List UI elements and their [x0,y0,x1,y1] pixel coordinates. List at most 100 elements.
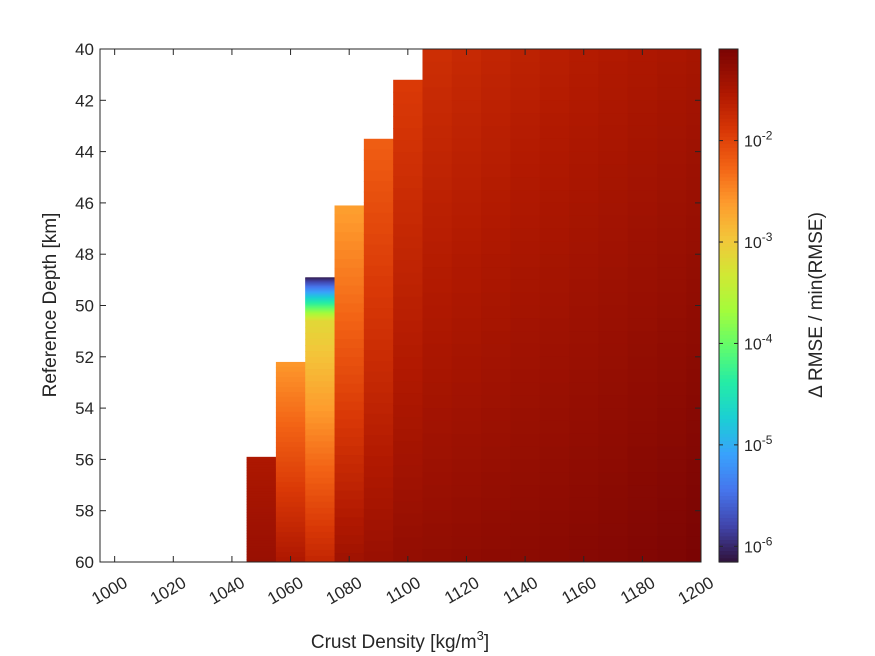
y-tick-label: 54 [75,399,94,418]
heatmap-cell [393,429,423,443]
heatmap-cell [275,406,306,413]
colorbar-segment [719,169,738,175]
heatmap-cell [334,276,365,287]
heatmap-cell [686,420,701,435]
heatmap-cell [627,100,658,114]
heatmap-cell [334,285,365,296]
heatmap-cell [451,331,482,345]
heatmap-cell [481,61,511,76]
heatmap-cell [393,332,423,346]
heatmap-cell [305,429,335,437]
heatmap-cell [539,61,570,76]
colorbar-frame [718,48,739,563]
heatmap-cell [451,267,482,281]
heatmap-cell [627,241,658,255]
heatmap-cell [334,472,365,483]
heatmap-cell [305,312,335,314]
heatmap-cell [657,510,687,525]
heatmap-cell [598,267,629,281]
heatmap-cell [246,493,277,497]
heatmap-cell [686,549,701,562]
heatmap-cell [246,464,277,468]
heatmap-cell [510,433,541,448]
heatmap-cell [334,463,365,474]
colorbar-segment [719,419,738,424]
heatmap-cell [246,498,277,503]
y-tick-label: 44 [75,143,94,162]
heatmap-cell [422,356,453,371]
heatmap-cell [305,357,335,364]
colorbar-segment [719,422,738,428]
heatmap-cell [305,363,335,370]
heatmap-cell [305,308,335,311]
heatmap-cell [422,549,453,562]
heatmap-cell [481,138,511,153]
heatmap-cell [481,369,511,384]
heatmap-cell [539,459,570,473]
colorbar-segment [719,221,738,226]
heatmap-cell [422,125,453,140]
heatmap-cell [598,382,629,396]
colorbar-segment [719,243,738,248]
heatmap-cell [686,292,701,307]
y-axis-label: Reference Depth [km] [40,213,61,398]
heatmap-cell [510,331,541,345]
heatmap-cell [246,530,277,534]
heatmap-cell [305,287,335,289]
heatmap-cell [363,244,394,256]
heatmap-cell [305,507,335,515]
heatmap-cell [422,228,453,242]
heatmap-cell [275,506,306,513]
heatmap-cell [510,279,541,294]
colorbar-segment [719,166,738,171]
heatmap-cell [363,371,394,383]
heatmap-cell [451,241,482,255]
heatmap-cell [246,506,277,511]
heatmap-cell [657,151,687,166]
colorbar-segment [719,488,738,493]
heatmap-cell [539,49,570,63]
heatmap-cell [539,113,570,127]
heatmap-cell [305,471,335,479]
heatmap-cell [451,369,482,384]
heatmap-cell [334,410,365,420]
heatmap-cell [246,551,277,555]
heatmap-cell [275,436,306,443]
heatmap-cell [481,164,511,178]
heatmap-cell [598,151,629,166]
heatmap-cell [246,535,277,539]
heatmap-cell [481,331,511,345]
heatmap-cell [363,255,394,267]
heatmap-cell [305,278,335,281]
colorbar-segment [719,408,738,413]
colorbar-segment [719,100,738,105]
heatmap-cell [305,369,335,376]
heatmap-cell [422,164,453,178]
heatmap-cell [539,202,570,217]
heatmap-cell [334,499,365,510]
colorbar-segment [719,444,738,450]
heatmap-cell [393,260,423,274]
heatmap-cell [598,87,629,101]
heatmap-cell [305,284,335,287]
heatmap-cell [686,49,701,63]
heatmap-cell [451,151,482,166]
heatmap-cell [686,164,701,178]
colorbar-segment [719,510,738,515]
heatmap-cell [246,483,277,487]
heatmap-cell [510,267,541,281]
heatmap-cell [451,228,482,242]
heatmap-cell [539,305,570,319]
y-tick-label: 48 [75,245,94,264]
colorbar-segment [719,118,738,123]
heatmap-cell [598,254,629,268]
heatmap-cell [393,152,423,165]
heatmap-cell [451,87,482,101]
heatmap-cell [539,87,570,101]
heatmap-cell [481,459,511,473]
heatmap-cell [539,318,570,332]
heatmap-cell [539,446,570,460]
heatmap-cell [657,164,687,178]
heatmap-cell [481,318,511,332]
colorbar-segment [719,433,738,439]
